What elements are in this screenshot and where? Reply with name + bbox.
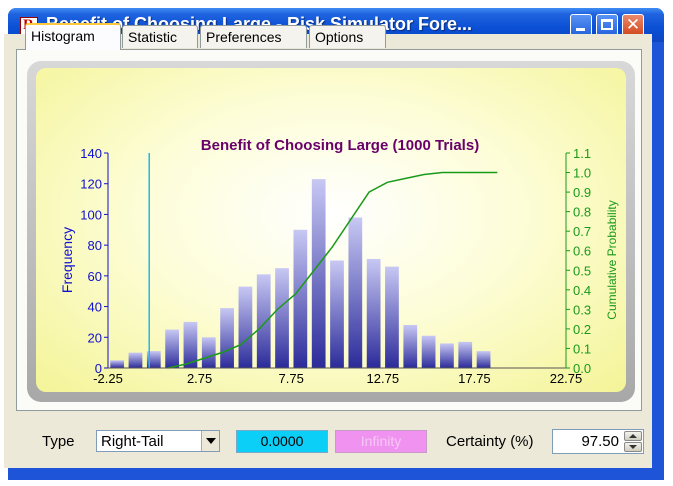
- y-tick-label: 120: [80, 177, 102, 192]
- x-tick-label: 17.75: [458, 371, 491, 386]
- chart-title: Benefit of Choosing Large (1000 Trials): [201, 137, 479, 154]
- type-label: Type: [42, 433, 75, 450]
- increment-arrow-icon[interactable]: [624, 431, 642, 441]
- certainty-stepper[interactable]: 97.50: [552, 429, 644, 454]
- histogram-bar: [366, 258, 381, 368]
- y-tick-label: 20: [88, 330, 102, 345]
- y-tick-label: 40: [88, 300, 102, 315]
- certainty-value[interactable]: 97.50: [581, 433, 619, 450]
- histogram-bar: [165, 329, 179, 368]
- y2-tick-label: 1.0: [573, 166, 591, 181]
- y2-tick-label: 0.0: [573, 361, 591, 376]
- histogram-bar: [146, 351, 161, 368]
- y2-tick-label: 0.2: [573, 322, 591, 337]
- histogram-bar: [293, 229, 308, 368]
- histogram-bar: [330, 260, 344, 368]
- y-tick-label: 80: [88, 238, 102, 253]
- y2-tick-label: 0.7: [573, 224, 591, 239]
- y2-tick-label: 0.9: [573, 185, 591, 200]
- histogram-bar: [128, 352, 143, 368]
- histogram-bar: [385, 266, 399, 368]
- y-tick-label: 0: [95, 361, 102, 376]
- histogram-bar: [201, 337, 216, 368]
- y2-tick-label: 0.5: [573, 263, 591, 278]
- tab-preferences[interactable]: Preferences: [200, 25, 307, 48]
- y2-tick-label: 0.4: [573, 283, 591, 298]
- histogram-bar: [440, 343, 454, 368]
- minimize-icon: [576, 28, 585, 31]
- histogram-bar: [275, 268, 289, 368]
- decrement-arrow-icon[interactable]: [624, 442, 642, 452]
- close-icon: ✕: [625, 15, 641, 35]
- histogram-bar: [256, 274, 271, 368]
- tab-histogram[interactable]: Histogram: [25, 23, 121, 50]
- histogram-bar: [476, 351, 491, 368]
- y-tick-label: 100: [80, 207, 102, 222]
- histogram-bar: [421, 335, 436, 368]
- histogram-bar: [238, 286, 253, 368]
- histogram-bar: [403, 325, 418, 368]
- maximize-icon: [601, 19, 613, 30]
- y-tick-label: 140: [80, 146, 102, 161]
- y-tick-label: 60: [88, 269, 102, 284]
- x-tick-label: -2.25: [93, 371, 123, 386]
- maximize-button[interactable]: [596, 14, 618, 36]
- tab-statistic[interactable]: Statistic: [122, 25, 198, 48]
- y2-tick-label: 0.6: [573, 244, 591, 259]
- tail-type-value: Right-Tail: [101, 433, 164, 450]
- y-axis-label: Frequency: [59, 227, 75, 293]
- x-tick-label: 7.75: [279, 371, 304, 386]
- histogram-bar: [220, 308, 234, 368]
- chevron-down-icon[interactable]: [201, 431, 219, 451]
- histogram-bar: [183, 321, 198, 368]
- y2-tick-label: 0.8: [573, 205, 591, 220]
- tab-options[interactable]: Options: [309, 25, 386, 48]
- upper-bound-input[interactable]: Infinity: [335, 430, 427, 453]
- y2-tick-label: 1.1: [573, 146, 591, 161]
- x-tick-label: 22.75: [550, 371, 583, 386]
- y2-tick-label: 0.3: [573, 302, 591, 317]
- x-tick-label: 12.75: [367, 371, 400, 386]
- histogram-bar: [311, 179, 326, 368]
- histogram-bar: [348, 217, 363, 368]
- lower-bound-input[interactable]: 0.0000: [236, 430, 328, 453]
- tail-type-dropdown[interactable]: Right-Tail: [96, 430, 220, 452]
- y2-axis-label: Cumulative Probability: [605, 200, 619, 319]
- x-tick-label: 2.75: [187, 371, 212, 386]
- cumulative-probability-line: [167, 171, 498, 369]
- histogram-bar: [458, 341, 473, 368]
- histogram-bar: [110, 360, 125, 368]
- certainty-label: Certainty (%): [446, 433, 534, 450]
- y2-tick-label: 0.1: [573, 341, 591, 356]
